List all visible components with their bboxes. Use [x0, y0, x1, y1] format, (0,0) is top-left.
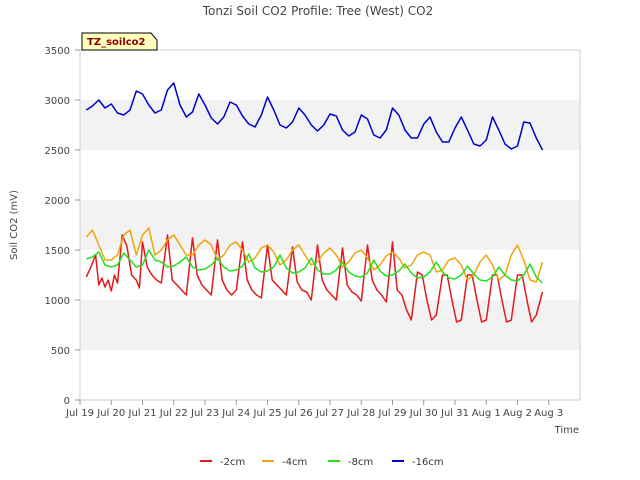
series-line-minus-16cm — [85, 82, 544, 151]
y-tick-label: 500 — [51, 346, 70, 357]
series-line-minus-8cm — [86, 249, 544, 284]
series-line-minus-2cm — [85, 234, 544, 323]
x-tick-label: Aug 1 — [472, 408, 501, 419]
x-tick-label: Jul 22 — [159, 408, 188, 419]
x-tick-label: Aug 3 — [534, 408, 563, 419]
y-tick-label: 0 — [64, 396, 70, 407]
y-tick-label: 1000 — [45, 296, 70, 307]
tag-label: TZ_soilco2 — [87, 37, 146, 48]
x-tick-label: Jul 30 — [409, 408, 438, 419]
legend: -2cm -4cm -8cm -16cm — [200, 457, 444, 468]
legend-label: -16cm — [412, 457, 444, 468]
grid-band — [80, 200, 580, 250]
x-axis-title: Time — [554, 425, 579, 436]
y-tick-label: 3000 — [45, 96, 70, 107]
legend-label: -4cm — [282, 457, 307, 468]
x-tick-label: Jul 28 — [346, 408, 375, 419]
x-tick-label: Jul 23 — [190, 408, 219, 419]
x-tick-label: Jul 31 — [440, 408, 469, 419]
x-tick-label: Aug 2 — [503, 408, 532, 419]
y-tick-label: 3500 — [45, 46, 70, 57]
x-axis: Jul 19 Jul 20 Jul 21 Jul 22 Jul 23 Jul 24 Jul … — [65, 400, 563, 419]
tag-box: TZ_soilco2 — [81, 32, 158, 51]
x-tick-label: Jul 26 — [284, 408, 313, 419]
grid-band — [80, 300, 580, 350]
x-tick-label: Jul 29 — [378, 408, 407, 419]
x-tick-label: Jul 21 — [128, 408, 157, 419]
legend-label: -8cm — [348, 457, 373, 468]
y-tick-label: 1500 — [45, 246, 70, 257]
x-tick-label: Jul 19 — [65, 408, 94, 419]
y-tick-label: 2500 — [45, 146, 70, 157]
x-tick-label: Jul 24 — [221, 408, 250, 419]
x-tick-label: Jul 20 — [96, 408, 125, 419]
legend-label: -2cm — [220, 457, 245, 468]
y-axis: 0 500 1000 1500 2000 2500 3000 3500 — [45, 46, 80, 407]
y-tick-label: 2000 — [45, 196, 70, 207]
chart-title: Tonzi Soil CO2 Profile: Tree (West) CO2 — [202, 4, 434, 18]
series-lines — [85, 82, 544, 323]
y-axis-title: Soil CO2 (mV) — [9, 190, 20, 260]
x-tick-label: Jul 25 — [253, 408, 282, 419]
x-tick-label: Jul 27 — [315, 408, 344, 419]
